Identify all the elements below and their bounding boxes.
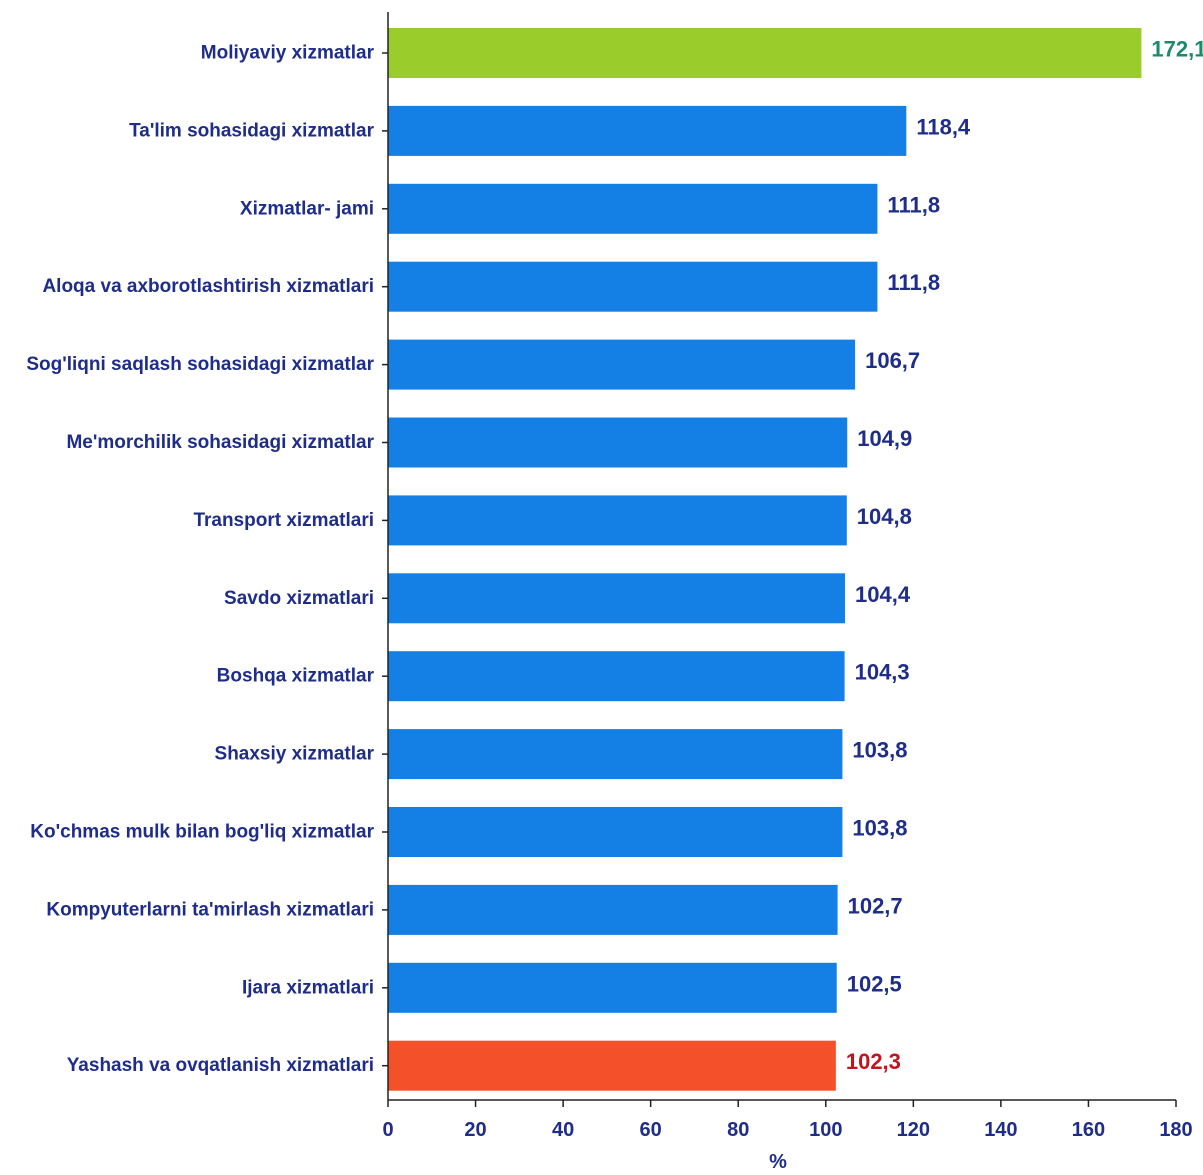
x-tick-label: 160 xyxy=(1072,1119,1105,1141)
category-label: Transport xizmatlari xyxy=(193,510,374,531)
value-label: 104,3 xyxy=(855,660,910,685)
value-label: 118,4 xyxy=(916,114,971,139)
value-label: 106,7 xyxy=(865,348,920,373)
bar xyxy=(388,28,1142,78)
x-tick-label: 120 xyxy=(897,1119,930,1141)
x-tick-label: 180 xyxy=(1159,1119,1192,1141)
category-label: Ta'lim sohasidagi xizmatlar xyxy=(129,120,375,141)
x-tick-label: 40 xyxy=(552,1119,574,1141)
value-labels-group: 172,1 118,4 111,8 111,8 106,7 104,9 104,8 104,4… xyxy=(846,37,1203,1075)
category-label: Me'morchilik sohasidagi xizmatlar xyxy=(66,432,374,453)
value-label: 104,8 xyxy=(857,504,912,529)
value-label: 104,4 xyxy=(855,582,911,607)
bar xyxy=(388,729,843,780)
value-label: 102,3 xyxy=(846,1049,901,1074)
x-tick-label: 100 xyxy=(809,1119,842,1141)
category-label: Sog'liqni saqlash sohasidagi xizmatlar xyxy=(26,354,374,375)
x-tick-label: 0 xyxy=(382,1119,393,1141)
bar xyxy=(388,962,837,1013)
value-label: 104,9 xyxy=(857,426,912,451)
category-label: Boshqa xizmatlar xyxy=(217,666,375,687)
category-label: Xizmatlar- jami xyxy=(240,198,374,219)
bar xyxy=(388,339,856,390)
value-label: 102,5 xyxy=(847,971,902,996)
bar xyxy=(388,183,878,234)
bar xyxy=(388,495,847,546)
value-label: 111,8 xyxy=(887,270,940,295)
category-label: Aloqa va axborotlashtirish xizmatlari xyxy=(42,276,374,297)
bar xyxy=(388,105,907,156)
value-label: 103,8 xyxy=(852,816,907,841)
x-axis-label: % xyxy=(769,1151,787,1173)
bar xyxy=(388,807,843,857)
category-label: Moliyaviy xizmatlar xyxy=(201,43,375,64)
x-tick-label: 20 xyxy=(464,1119,486,1141)
x-tick-label: 140 xyxy=(984,1119,1017,1141)
x-tick-label: 80 xyxy=(727,1119,749,1141)
bar xyxy=(388,1040,836,1091)
category-label: Yashash va ovqatlanish xizmatlari xyxy=(67,1055,374,1076)
x-tick-label: 60 xyxy=(640,1119,662,1141)
category-label: Shaxsiy xizmatlar xyxy=(215,744,375,765)
value-label: 102,7 xyxy=(848,893,903,918)
value-label: 103,8 xyxy=(852,738,907,763)
value-label: 111,8 xyxy=(887,192,940,217)
category-label: Kompyuterlarni ta'mirlash xizmatlari xyxy=(46,899,374,920)
category-label: Ijara xizmatlari xyxy=(242,977,374,998)
bar xyxy=(388,651,845,702)
bar xyxy=(388,884,838,935)
bar xyxy=(388,261,878,312)
bar xyxy=(388,417,848,468)
category-label: Ko'chmas mulk bilan bog'liq xizmatlar xyxy=(30,822,374,843)
value-label: 172,1 xyxy=(1151,37,1203,62)
bar xyxy=(388,573,846,624)
category-label: Savdo xizmatlari xyxy=(224,588,374,609)
category-labels-group: Moliyaviy xizmatlar Ta'lim sohasidagi xiz… xyxy=(26,43,374,1077)
axes-group: 0 20 40 60 80 100 120 140 160 180 xyxy=(382,12,1193,1141)
bars-group xyxy=(388,28,1142,1091)
